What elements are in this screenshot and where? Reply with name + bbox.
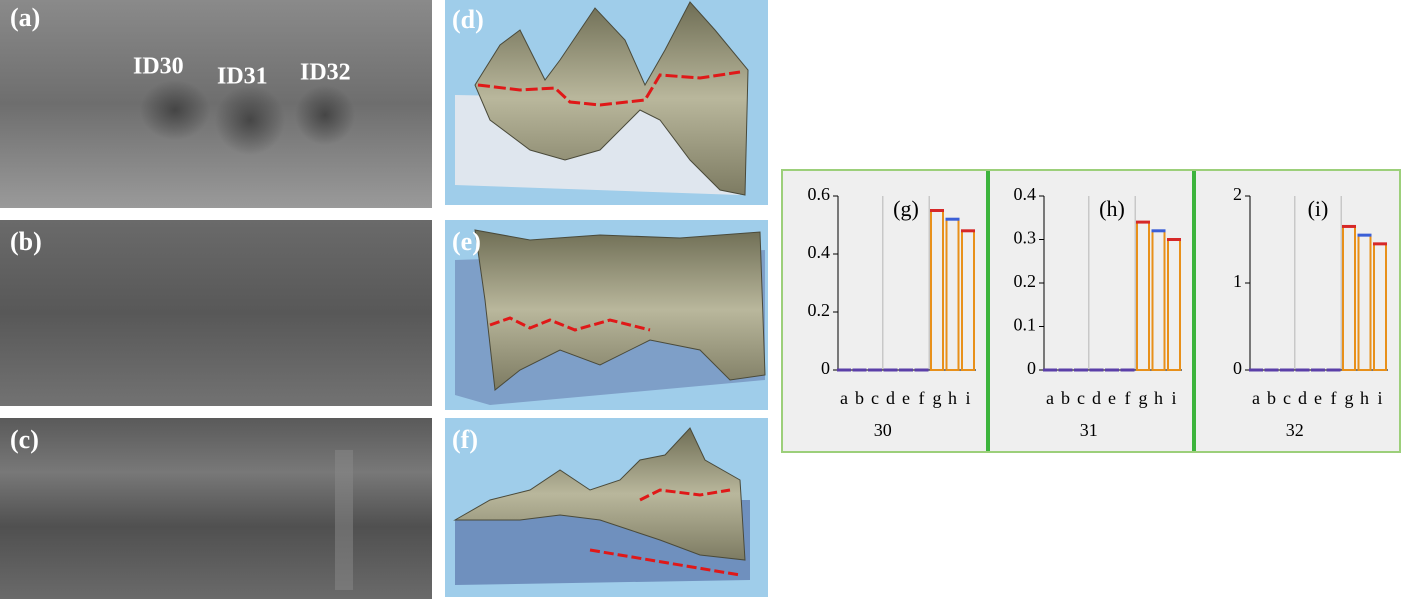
- x-tick-label: i: [1377, 388, 1382, 408]
- x-tick-label: e: [1108, 388, 1116, 408]
- terrain-e: (e): [445, 220, 768, 410]
- x-tick-label: g: [933, 388, 942, 408]
- x-tick-label: e: [1314, 388, 1322, 408]
- image-c: (c): [0, 418, 432, 599]
- y-tick-label: 0.1: [1014, 315, 1037, 335]
- y-tick-label: 2: [1233, 184, 1242, 204]
- panel-label: (a): [10, 3, 40, 32]
- x-tick-label: d: [1298, 388, 1307, 408]
- x-tick-label: g: [1139, 388, 1148, 408]
- y-tick-label: 0.2: [1014, 271, 1037, 291]
- x-tick-label: d: [886, 388, 895, 408]
- x-tick-label: b: [855, 388, 864, 408]
- annotation: ID32: [300, 60, 351, 86]
- chart-frame: [781, 169, 1401, 453]
- x-tick-label: d: [1092, 388, 1101, 408]
- x-tick-label: f: [1331, 388, 1337, 408]
- x-tick-label: a: [1046, 388, 1054, 408]
- x-axis-label: 30: [874, 420, 892, 440]
- panel-label: (b): [10, 227, 42, 256]
- annotation: ID31: [217, 64, 268, 90]
- y-tick-label: 0.4: [1014, 184, 1037, 204]
- y-tick-label: 0.4: [808, 242, 831, 262]
- x-tick-label: c: [1283, 388, 1291, 408]
- x-axis-label: 32: [1286, 420, 1304, 440]
- x-tick-label: b: [1061, 388, 1070, 408]
- x-tick-label: f: [919, 388, 925, 408]
- chart-title: (i): [1308, 196, 1329, 221]
- x-tick-label: h: [1154, 388, 1163, 408]
- panel-label: (e): [452, 227, 481, 256]
- panel-label: (c): [10, 425, 39, 454]
- x-tick-label: c: [871, 388, 879, 408]
- y-tick-label: 0.2: [808, 300, 831, 320]
- panel-label: (d): [452, 5, 484, 34]
- x-tick-label: h: [948, 388, 957, 408]
- x-tick-label: b: [1267, 388, 1276, 408]
- y-tick-label: 0: [821, 358, 830, 378]
- terrain-d: (d): [445, 0, 768, 205]
- panel-label: (f): [452, 425, 478, 454]
- image-a: (a) ID30 ID31 ID32: [0, 0, 432, 208]
- x-tick-label: i: [1171, 388, 1176, 408]
- x-tick-label: h: [1360, 388, 1369, 408]
- chart-title: (g): [893, 196, 919, 221]
- x-tick-label: e: [902, 388, 910, 408]
- x-tick-label: i: [965, 388, 970, 408]
- x-tick-label: f: [1125, 388, 1131, 408]
- x-tick-label: a: [1252, 388, 1260, 408]
- terrain-f: (f): [445, 418, 768, 597]
- x-axis-label: 31: [1080, 420, 1098, 440]
- chart-title: (h): [1099, 196, 1125, 221]
- x-tick-label: a: [840, 388, 848, 408]
- annotation: ID30: [133, 54, 184, 80]
- x-tick-label: g: [1345, 388, 1354, 408]
- x-tick-label: c: [1077, 388, 1085, 408]
- image-b: (b): [0, 220, 432, 406]
- y-tick-label: 0.3: [1014, 228, 1037, 248]
- y-tick-label: 1: [1233, 271, 1242, 291]
- y-tick-label: 0: [1233, 358, 1242, 378]
- y-tick-label: 0: [1027, 358, 1036, 378]
- y-tick-label: 0.6: [808, 184, 831, 204]
